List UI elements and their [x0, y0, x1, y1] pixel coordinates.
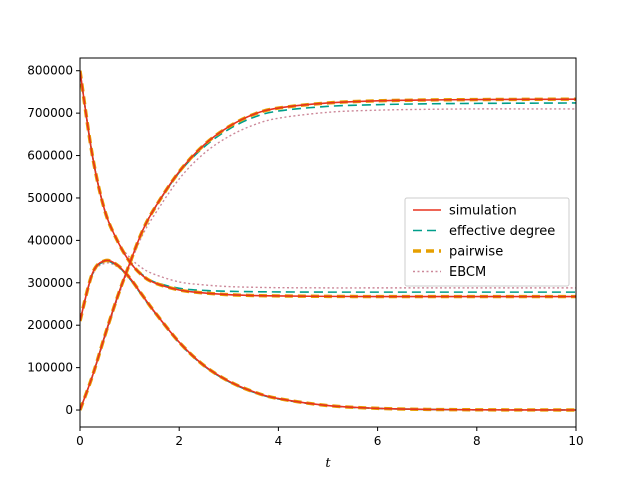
y-tick-label: 400000	[27, 233, 73, 247]
plot-lines	[80, 70, 576, 412]
axes-frame	[79, 57, 577, 428]
axis-ticks: 0 2 4 6 8 10 0 100000 200000 300000 400000 500000 60…	[27, 64, 583, 448]
x-tick-label: 0	[76, 434, 84, 448]
series-line-infected-sim	[80, 259, 576, 411]
y-tick-label: 200000	[27, 318, 73, 332]
y-tick-label: 100000	[27, 361, 73, 375]
legend-box	[404, 197, 570, 287]
y-tick-label: 0	[65, 403, 73, 417]
series-line-susceptible-effdeg	[80, 70, 576, 293]
legend: simulation effective degree pairwise EBCM	[404, 197, 570, 287]
x-axis-label: t	[325, 456, 331, 471]
series-line-recovered-sim	[80, 98, 576, 411]
x-tick-label: 2	[175, 434, 183, 448]
x-tick-label: 8	[473, 434, 481, 448]
legend-label: simulation	[449, 204, 517, 219]
legend-label: pairwise	[449, 245, 503, 260]
y-tick-label: 800000	[27, 64, 73, 78]
x-tick-label: 4	[275, 434, 283, 448]
y-tick-label: 300000	[27, 276, 73, 290]
legend-label: effective degree	[449, 224, 555, 239]
series-line-susceptible-sim	[80, 70, 576, 298]
y-tick-label: 500000	[27, 191, 73, 205]
x-tick-label: 6	[374, 434, 382, 448]
legend-label: EBCM	[449, 265, 486, 280]
y-tick-label: 700000	[27, 106, 73, 120]
x-tick-label: 10	[568, 434, 583, 448]
y-tick-label: 600000	[27, 149, 73, 163]
